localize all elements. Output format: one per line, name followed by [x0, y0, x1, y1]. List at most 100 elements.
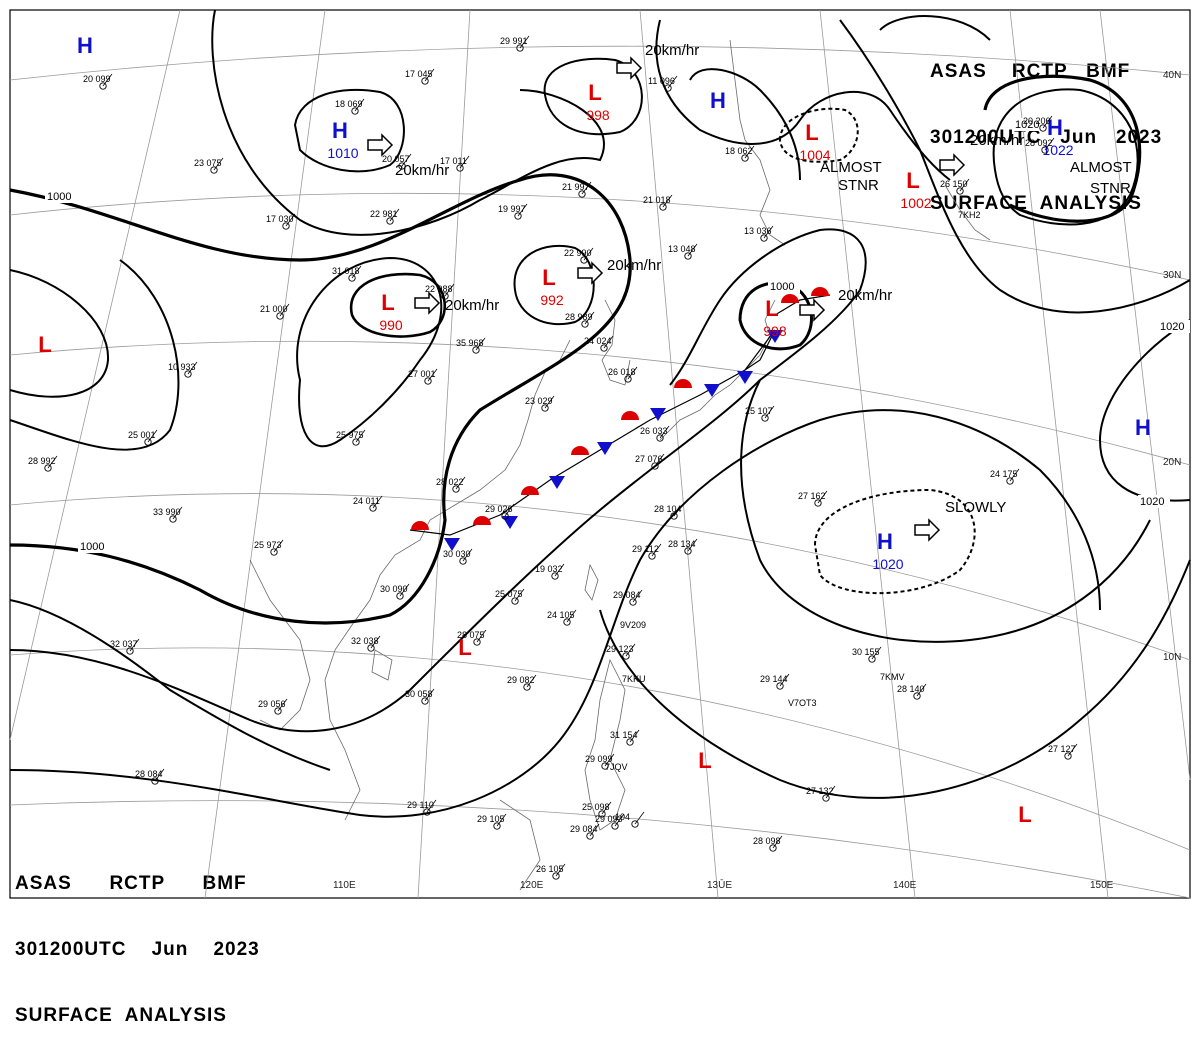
station-circle: [651, 462, 659, 470]
station-values: 13 036: [744, 226, 772, 236]
wind-barb: [401, 153, 412, 167]
station-circle: [501, 512, 509, 520]
center-letter: L: [906, 168, 919, 193]
station-plot-35: 25 075: [495, 588, 525, 605]
dashed-l1004: [778, 107, 859, 163]
station-values: 20 099: [83, 74, 111, 84]
station-circle: [629, 598, 637, 606]
fronts: [409, 294, 831, 536]
station-plot-37: 29 084: [613, 589, 643, 606]
station-values: 29 110: [407, 800, 434, 810]
low-center-15: L: [1018, 802, 1031, 827]
wind-barb: [154, 768, 165, 782]
station-circle: [151, 777, 159, 785]
station-values: 27 162: [798, 491, 826, 501]
station-circle: [684, 547, 692, 555]
wind-barb: [627, 366, 638, 380]
center-pressure: 992: [540, 292, 564, 308]
wind-barb: [817, 490, 828, 504]
station-plot-22: 29 026: [485, 503, 515, 520]
wind-barb: [555, 863, 566, 877]
station-values: 26 018: [608, 367, 636, 377]
station-plot-21: 28 022: [436, 476, 466, 493]
station-circle: [814, 499, 822, 507]
station-circle: [516, 44, 524, 52]
station-values: 29 084: [570, 824, 598, 834]
station-plot-3: 11 096: [648, 75, 678, 92]
meridian-160e: [1099, 9, 1191, 781]
station-circle: [424, 377, 432, 385]
station-values: 25 098: [582, 802, 610, 812]
center-letter: L: [38, 332, 51, 357]
station-plot-15: 21 000: [260, 303, 290, 320]
station-values: 28 140: [897, 684, 925, 694]
header-title-line3: SURFACE ANALYSIS: [930, 193, 1142, 214]
station-values: 22 981: [370, 209, 398, 219]
high-center-3: H 1022: [1042, 115, 1073, 158]
arrow-icon: [414, 291, 441, 315]
wind-barb: [687, 243, 698, 257]
isobar-outer-north: [211, 9, 605, 236]
wind-barb: [504, 503, 515, 517]
isobar-h1010-ring: [293, 88, 405, 173]
wind-barb: [519, 35, 530, 49]
station-values: 25 975: [336, 430, 364, 440]
arrow-icon: [616, 56, 643, 80]
station-circle: [351, 107, 359, 115]
wind-barb: [424, 688, 435, 702]
station-plot-5: 17 011: [440, 155, 470, 172]
wind-barb: [651, 543, 662, 557]
isobar-label-bg: [78, 540, 110, 553]
station-values: 21 000: [260, 304, 288, 314]
wind-barb: [514, 588, 525, 602]
station-plot-49: 27 162: [798, 490, 828, 507]
station-values: 24 024: [584, 336, 612, 346]
motion-arrow-0: 20km/hr: [367, 133, 449, 179]
isobar-japan-outer: [689, 68, 801, 181]
station-plot-2: 29 991: [500, 35, 530, 52]
cold-front-triangle-2: [549, 476, 565, 489]
station-circle: [352, 438, 360, 446]
station-values: 24 175: [990, 469, 1018, 479]
wind-barb: [589, 823, 600, 837]
wind-barb: [462, 548, 473, 562]
center-letter: L: [1018, 802, 1031, 827]
station-plot-10: 23 075: [194, 157, 224, 174]
station-values: 28 075: [457, 630, 485, 640]
station-plot-71: 22 988: [425, 283, 455, 300]
low-center-14: L: [698, 748, 711, 773]
center-letter: H: [77, 33, 93, 58]
warm-front-semicircle-0: [411, 521, 429, 530]
station-circle: [523, 683, 531, 691]
station-circle: [601, 762, 609, 770]
motion-arrow-2: 20km/hr: [414, 291, 499, 315]
coast-japan-kyushu: [659, 299, 776, 441]
station-id-labels: 7KKU 7JQV V7OT3 7KMV 9V209 7KH2: [605, 210, 981, 772]
station-values: 20 057: [382, 154, 410, 164]
station-plot-8: 22 990: [564, 247, 594, 264]
station-values: 28 134: [668, 539, 696, 549]
station-circle: [369, 504, 377, 512]
station-plot-23: 24 011: [353, 495, 383, 512]
high-center-0: H 1010: [327, 118, 358, 161]
center-letter: L: [588, 80, 601, 105]
station-plot-48: 104: [615, 811, 645, 828]
surface-analysis-map: 20km/hr 20km/hr 20km/hr 20km/hr 20km/hr 20km/…: [9, 9, 1191, 899]
station-values: 22 988: [425, 284, 453, 294]
station-circle: [670, 512, 678, 520]
lat-label-2: 20N: [1163, 457, 1181, 468]
isobar-label-bg: [1158, 320, 1190, 333]
low-center-9: L 992: [540, 265, 564, 308]
wind-barb: [1067, 743, 1078, 757]
station-values: 17 030: [266, 214, 294, 224]
station-circle: [210, 166, 218, 174]
station-plot-29: 30 058: [405, 688, 435, 705]
annotation-0: ALMOST: [820, 159, 882, 176]
low-center-7: L 1004: [799, 120, 830, 163]
station-circle: [276, 312, 284, 320]
station-circle: [611, 822, 619, 830]
station-values: 35 968: [456, 338, 484, 348]
station-plot-65: 23 029: [525, 395, 555, 412]
isobar-upper-east: [839, 19, 1191, 314]
station-circle: [631, 820, 639, 828]
